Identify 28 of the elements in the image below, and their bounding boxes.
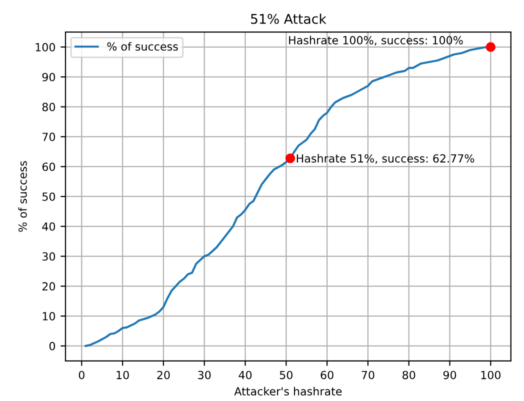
x-tick-label: 80 — [402, 370, 416, 380]
y-tick-label: 80 — [42, 102, 56, 112]
x-tick-label: 40 — [238, 370, 252, 380]
x-tick-label: 70 — [362, 370, 374, 380]
x-tick-label: 60 — [320, 370, 334, 380]
y-axis-title: % of success — [18, 161, 27, 232]
annotation: Hashrate 51%, success: 62.77% — [296, 154, 474, 164]
x-tick-label: 50 — [280, 370, 292, 380]
y-tick-label: 20 — [42, 282, 56, 291]
x-tick-label: 20 — [157, 370, 170, 380]
x-tick-label: 10 — [116, 370, 129, 380]
legend-label: % of success — [107, 42, 178, 51]
y-tick-label: 70 — [42, 132, 56, 142]
y-tick-label: 60 — [42, 162, 56, 171]
y-tick-label: 50 — [42, 192, 56, 201]
y-tick-label: 30 — [42, 252, 56, 261]
y-tick-label: 0 — [49, 342, 56, 350]
x-tick-label: 90 — [443, 370, 456, 380]
x-tick-label: 100 — [481, 370, 501, 380]
y-tick-label: 90 — [42, 72, 56, 82]
x-tick-label: 30 — [198, 370, 211, 380]
y-tick-label: 100 — [36, 43, 56, 52]
annotation: Hashrate 100%, success: 100% — [289, 36, 463, 46]
y-tick-label: 40 — [42, 222, 56, 231]
x-axis-title: Attacker's hashrate — [234, 386, 342, 396]
chart-title: 51% Attack — [251, 14, 326, 24]
y-tick-label: 10 — [42, 312, 56, 320]
x-tick-label: 0 — [78, 370, 84, 380]
